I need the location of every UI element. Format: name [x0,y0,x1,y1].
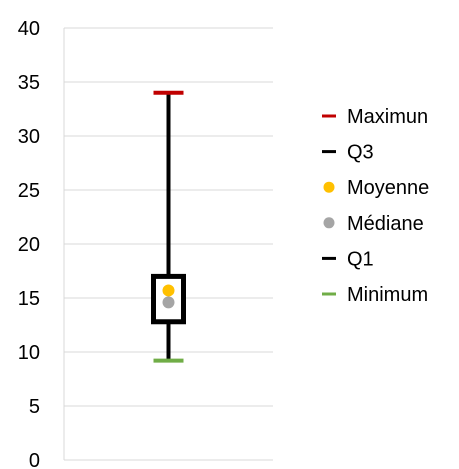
legend-label-q1: Q1 [347,248,374,270]
y-tick-label-5: 5 [29,396,40,418]
y-tick-label-30: 30 [18,126,40,148]
mean-marker [162,284,175,297]
y-tick-label-15: 15 [18,288,40,310]
legend-item-mean: Moyenne [323,177,429,199]
legend-item-q1: Q1 [322,248,374,270]
legend-swatch-mean [323,181,335,193]
legend-label-mean: Moyenne [347,177,429,199]
legend-item-q3: Q3 [322,142,374,164]
y-tick-label-20: 20 [18,234,40,256]
legend-item-maximum: Maximun [322,106,428,128]
y-tick-label-10: 10 [18,342,40,364]
legend-label-q3: Q3 [347,142,374,164]
plot-area [151,90,186,363]
legend: Maximun Q3 Moyenne Médiane Q1 Minimum [322,106,429,306]
y-tick-label-35: 35 [18,72,40,94]
median-marker [162,296,175,309]
legend-item-minimum: Minimum [322,284,428,306]
legend-swatch-median [323,217,335,229]
y-tick-label-0: 0 [29,450,40,469]
legend-label-maximum: Maximun [347,106,428,128]
legend-label-median: Médiane [347,213,424,235]
y-tick-label-25: 25 [18,180,40,202]
legend-label-minimum: Minimum [347,284,428,306]
legend-item-median: Médiane [323,213,424,235]
y-tick-label-40: 40 [18,18,40,40]
y-axis: 0 5 10 15 20 25 30 35 40 [18,18,40,469]
